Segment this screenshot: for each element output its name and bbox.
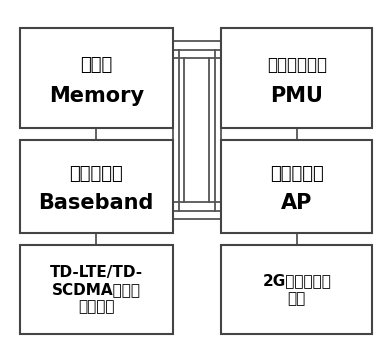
Text: PMU: PMU: [270, 86, 323, 106]
Text: 2G射频前端收
发器: 2G射频前端收 发器: [262, 273, 331, 306]
Bar: [221, 28, 372, 128]
Text: 应用处理器: 应用处理器: [270, 165, 323, 183]
Text: 存储器: 存储器: [80, 56, 113, 74]
Bar: [221, 139, 372, 233]
Text: Memory: Memory: [49, 86, 144, 106]
Text: Baseband: Baseband: [38, 193, 154, 213]
Text: TD-LTE/TD-
SCDMA射频前
端收发器: TD-LTE/TD- SCDMA射频前 端收发器: [50, 265, 143, 314]
Bar: [221, 245, 372, 335]
Bar: [20, 28, 173, 128]
Text: 基带处理器: 基带处理器: [69, 165, 123, 183]
Text: AP: AP: [281, 193, 312, 213]
Bar: [20, 139, 173, 233]
Bar: [20, 245, 173, 335]
Text: 电源管理模块: 电源管理模块: [267, 56, 327, 74]
